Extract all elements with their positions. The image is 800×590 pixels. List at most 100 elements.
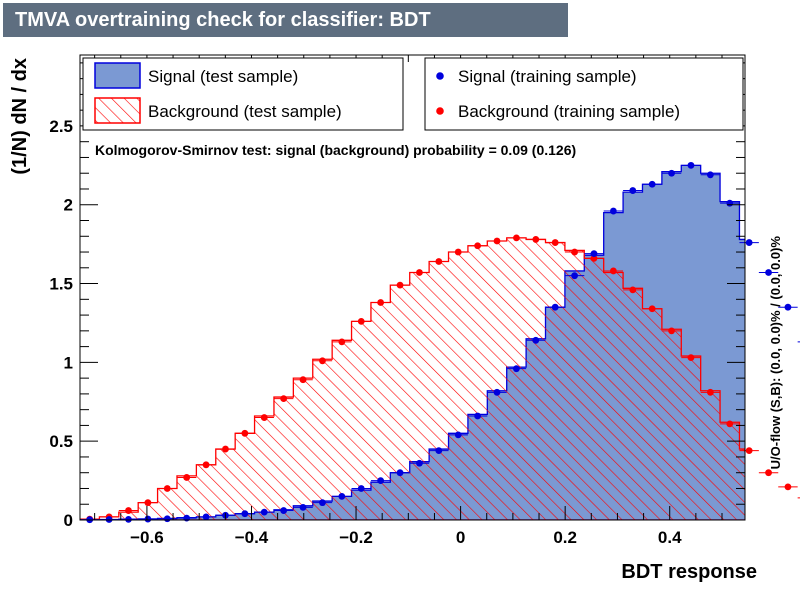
background-train-point — [163, 485, 171, 492]
x-tick-label: 0.2 — [553, 528, 577, 547]
overflow-text: U/O-flow (S,B): (0.0, 0.0)% / (0.0, 0.0)… — [768, 236, 783, 470]
signal-train-point — [745, 239, 753, 246]
background-train-point — [687, 354, 695, 362]
signal-train-point — [551, 303, 559, 311]
x-tick-label: 0 — [456, 528, 465, 547]
signal-train-point — [416, 459, 423, 467]
signal-train-point — [493, 388, 501, 396]
background-train-point — [260, 414, 268, 421]
background-train-point — [590, 254, 598, 262]
legend-background-train-label: Background (training sample) — [458, 102, 680, 121]
background-train-point — [474, 242, 482, 250]
x-tick-label: −0.4 — [235, 528, 269, 547]
points-layer — [80, 161, 800, 524]
legend-signal-train-label: Signal (training sample) — [458, 67, 637, 86]
background-train-point — [629, 286, 637, 294]
legend-signal-test-swatch — [94, 62, 141, 89]
y-tick-label: 2.5 — [49, 117, 73, 136]
background-train-point — [222, 445, 229, 453]
y-axis-title: (1/N) dN / dx — [9, 58, 31, 175]
background-train-point — [377, 299, 385, 306]
y-tick-label: 1 — [64, 353, 73, 372]
signal-train-point — [338, 492, 346, 500]
plot-frame — [79, 54, 746, 521]
signal-train-point — [668, 169, 675, 177]
signal-train-point — [396, 469, 404, 477]
signal-train-point — [784, 303, 792, 311]
background-train-point — [765, 469, 772, 477]
background-train-point — [513, 234, 520, 242]
legend-signal-test-label: Signal (test sample) — [148, 67, 298, 86]
background-train-point — [299, 376, 307, 384]
background-train-point — [609, 267, 617, 275]
signal-train-point — [319, 499, 326, 507]
x-axis-title: BDT response — [621, 561, 757, 583]
signal-train-point — [726, 199, 734, 207]
signal-train-point — [474, 412, 482, 420]
legend-background-test-label: Background (test sample) — [148, 102, 342, 121]
y-tick-label: 1.5 — [49, 275, 73, 294]
signal-train-point — [260, 508, 268, 516]
background-train-point — [668, 327, 675, 335]
background-train-point — [454, 248, 462, 256]
y-tick-label: 2 — [64, 196, 73, 215]
signal-train-point — [648, 180, 656, 188]
background-train-point — [416, 269, 423, 276]
histogram-layer — [80, 164, 797, 520]
signal-train-point — [454, 431, 462, 439]
signal-train-point — [435, 447, 443, 455]
background-train-point — [745, 447, 753, 455]
plot-title: TMVA overtraining check for classifier: … — [3, 3, 568, 37]
background-test-bin — [778, 487, 797, 520]
signal-train-point — [590, 250, 598, 258]
legend-signal-train-marker — [436, 72, 444, 80]
legend-background-test-swatch — [94, 97, 141, 124]
background-train-point — [280, 395, 288, 403]
signal-train-point — [609, 207, 617, 215]
y-tick-label: 0.5 — [49, 432, 73, 451]
legend-background-train-marker — [436, 107, 444, 115]
background-train-point — [493, 237, 501, 245]
y-tick-label: 0 — [64, 511, 73, 530]
background-train-point — [532, 236, 540, 243]
background-train-point — [125, 507, 132, 514]
background-train-point — [241, 429, 249, 437]
background-train-point — [571, 248, 578, 256]
background-train-point — [648, 305, 656, 313]
background-train-point — [435, 258, 443, 265]
background-train-point — [706, 388, 714, 396]
signal-train-point — [706, 171, 714, 179]
signal-train-point — [532, 336, 540, 344]
ks-test-text: Kolmogorov-Smirnov test: signal (backgro… — [95, 142, 576, 158]
background-train-point — [726, 420, 734, 428]
background-train-point — [202, 461, 210, 469]
signal-train-point — [202, 513, 210, 521]
signal-train-point — [357, 485, 365, 492]
background-train-point — [338, 338, 346, 346]
signal-train-point — [163, 515, 171, 523]
x-tick-label: 0.4 — [658, 528, 682, 547]
background-test-bin — [759, 473, 778, 520]
signal-train-point — [280, 507, 288, 514]
signal-train-point — [125, 515, 132, 523]
x-tick-label: −0.6 — [130, 528, 164, 547]
background-train-point — [144, 499, 152, 507]
legend-right-box — [424, 57, 744, 131]
signal-train-point — [513, 365, 520, 373]
background-train-point — [319, 357, 326, 365]
x-tick-label: −0.2 — [339, 528, 373, 547]
signal-train-point — [765, 269, 772, 276]
background-train-point — [784, 483, 792, 491]
signal-train-point — [299, 503, 307, 511]
signal-train-point — [377, 477, 385, 484]
background-train-point — [396, 281, 404, 289]
signal-train-point — [629, 187, 637, 194]
background-train-point — [551, 239, 559, 246]
background-train-point — [183, 474, 191, 481]
signal-train-point — [687, 161, 695, 169]
signal-train-point — [571, 272, 578, 280]
background-train-point — [357, 317, 365, 325]
signal-train-point — [241, 510, 249, 518]
signal-train-point — [144, 515, 152, 523]
